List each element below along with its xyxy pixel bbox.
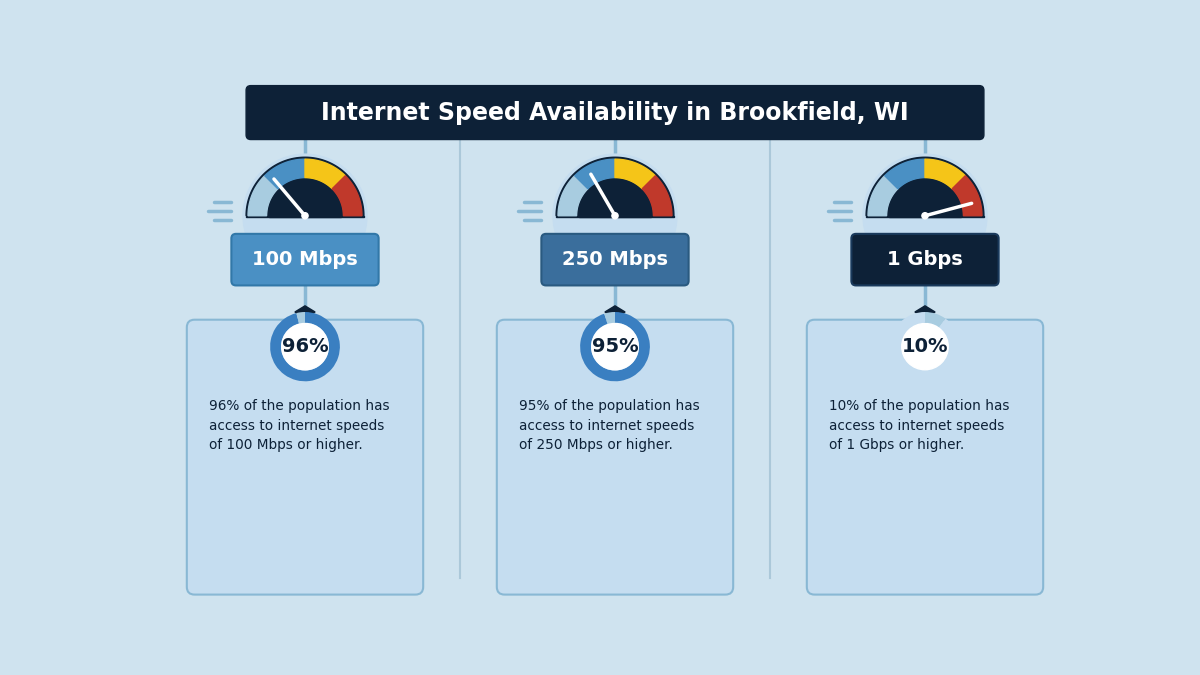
Polygon shape	[888, 216, 961, 217]
Polygon shape	[866, 216, 984, 217]
Text: Internet Speed Availability in Brookfield, WI: Internet Speed Availability in Brookfiel…	[322, 101, 908, 125]
Polygon shape	[642, 176, 672, 216]
Wedge shape	[580, 312, 650, 381]
Text: 95% of the population has
access to internet speeds
of 250 Mbps or higher.: 95% of the population has access to inte…	[518, 399, 700, 452]
Polygon shape	[925, 159, 965, 189]
FancyBboxPatch shape	[806, 320, 1043, 595]
Wedge shape	[296, 312, 305, 323]
Circle shape	[901, 323, 948, 370]
Polygon shape	[556, 157, 674, 216]
Text: 96% of the population has
access to internet speeds
of 100 Mbps or higher.: 96% of the population has access to inte…	[209, 399, 389, 452]
Text: 1 Gbps: 1 Gbps	[887, 250, 962, 269]
Polygon shape	[332, 176, 362, 216]
Polygon shape	[269, 180, 342, 216]
Circle shape	[592, 323, 638, 370]
Polygon shape	[605, 306, 625, 318]
Polygon shape	[575, 159, 616, 189]
Polygon shape	[265, 159, 305, 189]
Text: 96%: 96%	[282, 337, 329, 356]
FancyBboxPatch shape	[232, 234, 379, 286]
Text: 100 Mbps: 100 Mbps	[252, 250, 358, 269]
Circle shape	[302, 213, 308, 219]
FancyBboxPatch shape	[246, 86, 984, 140]
Polygon shape	[616, 159, 655, 189]
Circle shape	[863, 154, 986, 277]
Wedge shape	[890, 312, 960, 381]
Text: 10%: 10%	[901, 337, 948, 356]
Wedge shape	[270, 312, 340, 381]
Circle shape	[612, 213, 618, 219]
Polygon shape	[305, 159, 346, 189]
FancyBboxPatch shape	[187, 320, 424, 595]
Wedge shape	[925, 312, 946, 327]
Wedge shape	[605, 312, 616, 324]
FancyBboxPatch shape	[541, 234, 689, 286]
Polygon shape	[248, 176, 278, 216]
Polygon shape	[269, 216, 342, 217]
Polygon shape	[578, 216, 652, 217]
Polygon shape	[952, 176, 982, 216]
FancyBboxPatch shape	[851, 234, 998, 286]
Polygon shape	[246, 157, 364, 216]
Polygon shape	[246, 216, 364, 217]
Polygon shape	[884, 159, 925, 189]
Polygon shape	[578, 180, 652, 216]
Text: 10% of the population has
access to internet speeds
of 1 Gbps or higher.: 10% of the population has access to inte…	[828, 399, 1009, 452]
Text: 250 Mbps: 250 Mbps	[562, 250, 668, 269]
Text: 95%: 95%	[592, 337, 638, 356]
Circle shape	[922, 213, 928, 219]
Polygon shape	[914, 306, 935, 318]
Circle shape	[553, 154, 677, 277]
Polygon shape	[295, 306, 316, 318]
Polygon shape	[556, 216, 674, 217]
FancyBboxPatch shape	[497, 320, 733, 595]
Polygon shape	[866, 157, 984, 216]
Polygon shape	[868, 176, 898, 216]
Polygon shape	[558, 176, 588, 216]
Circle shape	[242, 154, 367, 277]
Polygon shape	[888, 180, 961, 216]
Circle shape	[282, 323, 329, 370]
